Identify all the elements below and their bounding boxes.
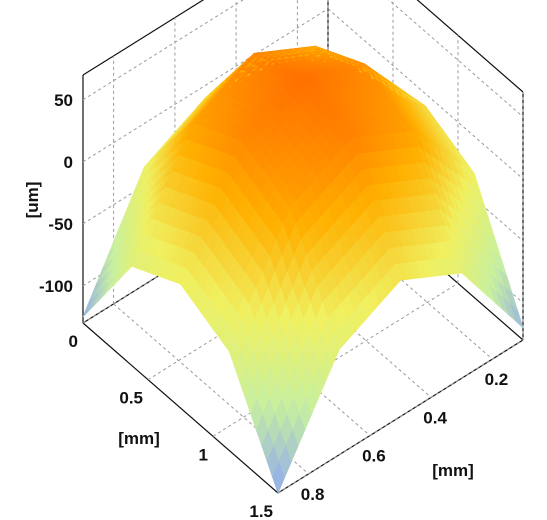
y-axis-label: [mm]: [432, 461, 474, 480]
x-tick-label: 0.5: [119, 389, 143, 408]
z-axis-label: [um]: [23, 182, 42, 219]
box-edge: [82, 322, 279, 494]
y-tick-label: 0.6: [362, 447, 386, 466]
x-tick-label: 1.5: [249, 502, 273, 520]
x-tick-label: 0: [69, 332, 78, 351]
box-edge: [416, 0, 524, 93]
grid-line: [327, 8, 524, 180]
z-tick-label: 0: [64, 153, 73, 172]
grid-line: [113, 303, 309, 475]
box-edge: [82, 0, 205, 76]
grid-line: [277, 339, 524, 494]
surface-patch: [509, 303, 524, 329]
x-axis-label: [mm]: [118, 429, 160, 448]
y-tick-label: 0.4: [423, 408, 447, 427]
grid-line: [82, 8, 329, 163]
tick-labels: 50 0 -50 -100 0 0.5 1 1.5 0.2 0.4 0.6 0.8: [39, 91, 508, 520]
y-tick-label: 0.8: [301, 485, 325, 504]
x-tick-label: 1: [199, 445, 208, 464]
grid-line: [82, 0, 244, 101]
surface-mesh: [82, 45, 524, 495]
z-tick-label: -50: [48, 215, 73, 234]
y-tick-label: 0.2: [485, 370, 509, 389]
z-tick-label: 50: [54, 91, 73, 110]
axis-labels: [um] [mm] [mm]: [23, 182, 474, 480]
z-tick-label: -100: [39, 277, 73, 296]
